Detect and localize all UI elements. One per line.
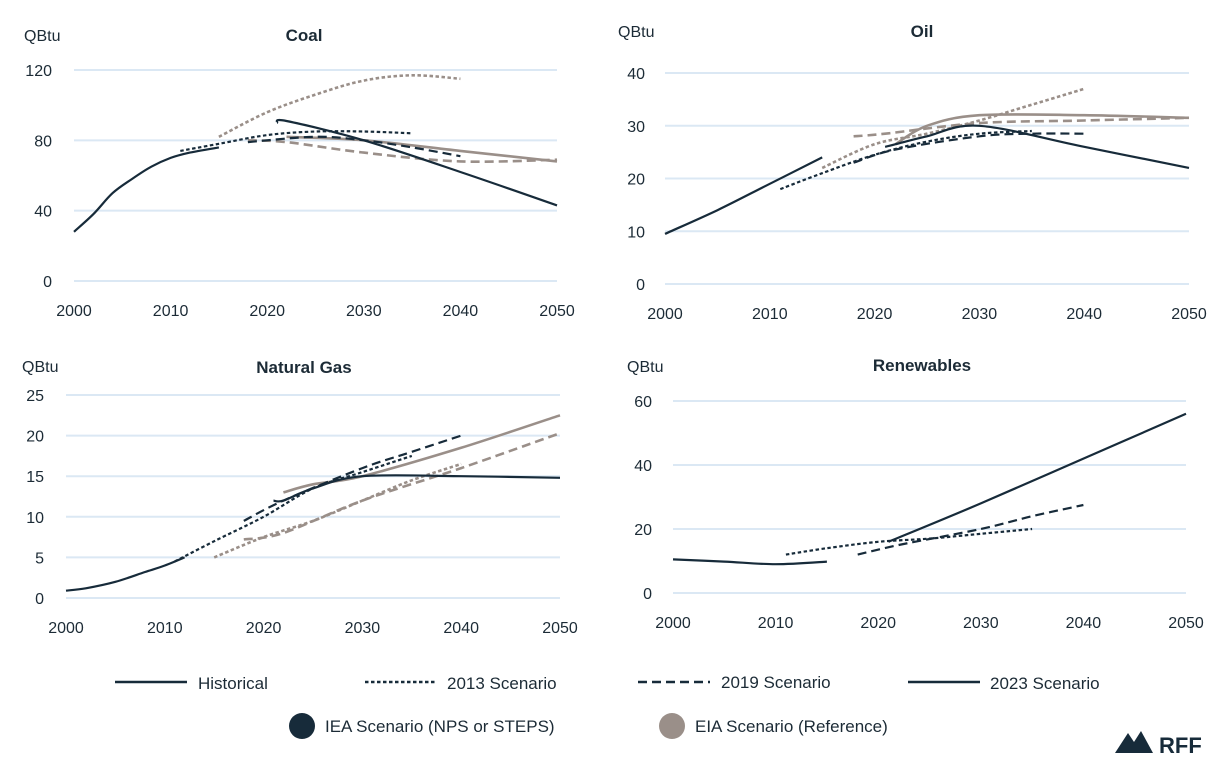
x-tick-label-coal: 2010	[153, 303, 189, 320]
legend-item-historical: Historical	[115, 674, 268, 693]
legend-label-2023-scenario: 2023 Scenario	[990, 674, 1100, 693]
y-tick-label-coal: 80	[34, 133, 52, 150]
y-tick-label-natural-gas: 20	[26, 429, 44, 446]
legend-label-eia: EIA Scenario (Reference)	[695, 717, 888, 736]
x-tick-label-natural-gas: 2000	[48, 620, 84, 637]
y-tick-label-natural-gas: 10	[26, 510, 44, 527]
legend-sources: IEA Scenario (NPS or STEPS) EIA Scenario…	[289, 713, 888, 739]
x-tick-label-oil: 2000	[647, 306, 683, 323]
x-tick-label-renewables: 2040	[1066, 615, 1102, 632]
x-tick-label-oil: 2010	[752, 306, 788, 323]
y-tick-label-natural-gas: 15	[26, 469, 44, 486]
series-line-coal-iea-historical	[73, 146, 220, 233]
series-line-coal-eia-2023	[286, 135, 558, 163]
y-tick-label-coal: 120	[25, 63, 52, 80]
y-axis-unit-natural-gas: QBtu	[22, 359, 58, 376]
series-line-natural-gas-iea-2013	[174, 454, 413, 563]
series-line-renewables-iea-historical	[672, 558, 827, 566]
x-tick-label-natural-gas: 2020	[246, 620, 282, 637]
rff-logo: RFF	[1115, 731, 1202, 758]
y-tick-label-oil: 0	[636, 277, 645, 294]
series-line-renewables-iea-2013	[785, 527, 1033, 556]
y-axis-unit-oil: QBtu	[618, 24, 654, 41]
rff-logo-text: RFF	[1159, 733, 1202, 758]
y-tick-label-natural-gas: 25	[26, 388, 44, 405]
y-tick-label-renewables: 0	[643, 586, 652, 603]
y-axis-unit-renewables: QBtu	[627, 359, 663, 376]
x-tick-label-renewables: 2030	[963, 615, 999, 632]
panel-title-renewables: Renewables	[873, 356, 971, 375]
y-tick-label-oil: 10	[627, 224, 645, 241]
series-line-natural-gas-eia-2019	[243, 431, 561, 541]
x-tick-label-natural-gas: 2040	[443, 620, 479, 637]
series-line-coal-iea-2023	[275, 118, 558, 207]
x-tick-label-renewables: 2050	[1168, 615, 1204, 632]
x-tick-label-renewables: 2010	[758, 615, 794, 632]
y-tick-label-oil: 30	[627, 119, 645, 136]
series-line-coal-eia-2019	[247, 139, 558, 164]
series-line-natural-gas-iea-2019	[243, 434, 462, 522]
panel-title-oil: Oil	[911, 22, 934, 41]
x-tick-label-natural-gas: 2010	[147, 620, 183, 637]
x-tick-label-natural-gas: 2050	[542, 620, 578, 637]
series-line-oil-iea-historical	[664, 156, 823, 235]
x-tick-label-coal: 2040	[443, 303, 479, 320]
legend-label-iea: IEA Scenario (NPS or STEPS)	[325, 717, 555, 736]
x-tick-label-coal: 2020	[249, 303, 285, 320]
rff-mountain-icon	[1115, 731, 1153, 753]
legend-label-historical: Historical	[198, 674, 268, 693]
series-line-oil-iea-2019	[853, 132, 1085, 164]
series-line-oil-iea-2023	[884, 124, 1190, 169]
x-tick-label-coal: 2050	[539, 303, 575, 320]
y-tick-label-renewables: 60	[634, 394, 652, 411]
y-tick-label-natural-gas: 0	[35, 591, 44, 608]
panel-title-coal: Coal	[286, 26, 323, 45]
x-tick-label-natural-gas: 2030	[345, 620, 381, 637]
y-axis-unit-coal: QBtu	[24, 28, 60, 45]
x-tick-label-coal: 2030	[346, 303, 382, 320]
legend-item-2023-scenario: 2023 Scenario	[908, 674, 1100, 693]
x-tick-label-oil: 2020	[857, 306, 893, 323]
y-tick-label-natural-gas: 5	[35, 550, 44, 567]
legend-label-2019-scenario: 2019 Scenario	[721, 673, 831, 692]
legend-swatch-iea	[289, 713, 315, 739]
series-line-natural-gas-iea-historical	[65, 556, 186, 592]
x-tick-label-oil: 2030	[962, 306, 998, 323]
panel-coal: Coal QBtu 0 40 80 120 2000 2010 2020 2030 2040 2050	[24, 26, 575, 320]
x-tick-label-coal: 2000	[56, 303, 92, 320]
series-line-natural-gas-eia-2023	[283, 414, 561, 494]
series-line-coal-eia-2013	[218, 73, 461, 138]
series-line-renewables-iea-2023	[888, 412, 1187, 543]
y-tick-label-coal: 0	[43, 274, 52, 291]
series-line-oil-eia-2019	[853, 116, 1190, 138]
y-tick-label-coal: 40	[34, 204, 52, 221]
x-tick-label-renewables: 2020	[860, 615, 896, 632]
y-tick-label-renewables: 20	[634, 522, 652, 539]
y-tick-label-oil: 40	[627, 66, 645, 83]
legend-line-styles: Historical 2013 Scenario 2019 Scenario 2…	[115, 673, 1100, 693]
series-line-oil-eia-2023	[894, 113, 1190, 146]
legend-item-2019-scenario: 2019 Scenario	[638, 673, 831, 692]
y-tick-label-oil: 20	[627, 172, 645, 189]
panel-natural-gas: Natural Gas QBtu 0 5 10 15 20 25 2000 2010 2020 203…	[22, 358, 578, 637]
x-tick-label-oil: 2050	[1171, 306, 1207, 323]
legend-swatch-eia	[659, 713, 685, 739]
x-tick-label-oil: 2040	[1066, 306, 1102, 323]
panel-title-natural-gas: Natural Gas	[256, 358, 351, 377]
legend-label-2013-scenario: 2013 Scenario	[447, 674, 557, 693]
series-line-natural-gas-iea-2023	[273, 474, 561, 503]
legend-item-2013-scenario: 2013 Scenario	[365, 674, 557, 693]
y-tick-label-renewables: 40	[634, 458, 652, 475]
x-tick-label-renewables: 2000	[655, 615, 691, 632]
